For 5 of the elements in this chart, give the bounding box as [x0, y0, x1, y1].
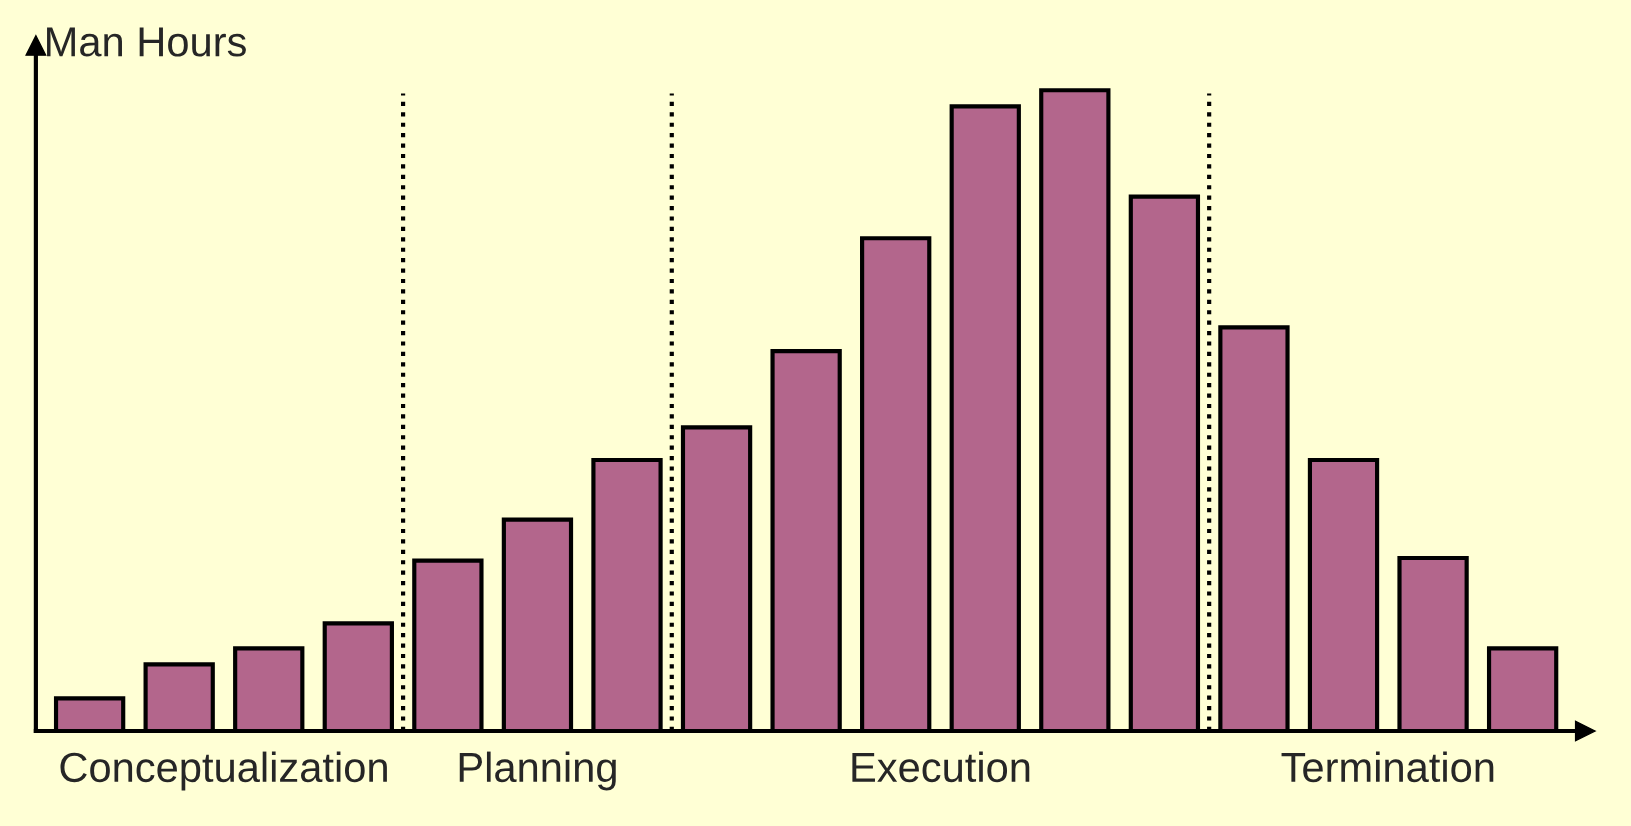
- text: Execution: [852, 751, 1030, 783]
- y-axis-title: Man Hours: [47, 27, 246, 57]
- text: Planning: [459, 751, 616, 791]
- text: Conceptualization: [60, 751, 387, 791]
- text: Termination: [1281, 751, 1494, 783]
